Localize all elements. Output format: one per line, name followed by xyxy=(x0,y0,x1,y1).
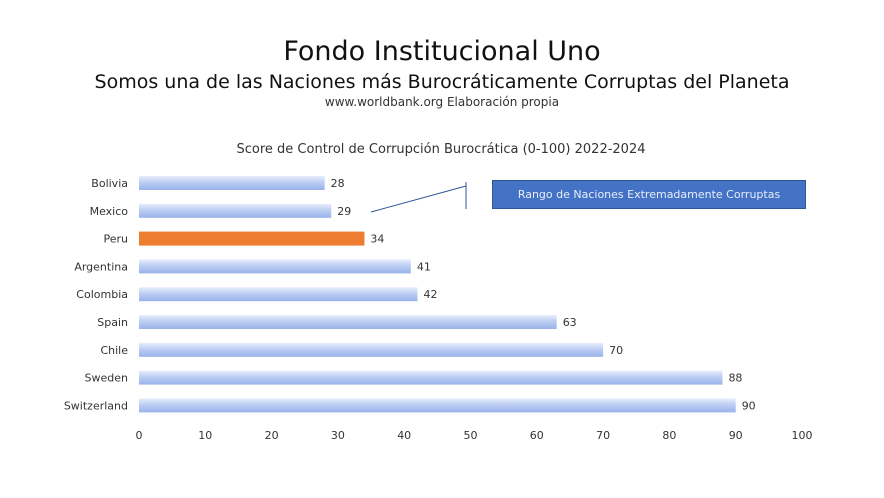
annotation-connector xyxy=(370,185,467,213)
category-label-bolivia: Bolivia xyxy=(91,177,128,190)
x-tick-label: 70 xyxy=(596,429,610,442)
x-tick-label: 50 xyxy=(464,429,478,442)
annotation-box: Rango de Naciones Extremadamente Corrupt… xyxy=(492,180,806,209)
value-label-spain: 63 xyxy=(563,316,577,329)
category-label-colombia: Colombia xyxy=(76,288,128,301)
bar-switzerland xyxy=(139,398,736,413)
value-label-chile: 70 xyxy=(609,344,623,357)
bar-mexico xyxy=(139,203,332,218)
value-label-bolivia: 28 xyxy=(331,177,345,190)
source-note: www.worldbank.org Elaboración propia xyxy=(324,95,560,109)
value-label-mexico: 29 xyxy=(337,205,351,218)
bar-chile xyxy=(139,342,604,357)
bar-spain xyxy=(139,315,557,329)
x-tick-label: 20 xyxy=(265,429,279,442)
category-label-peru: Peru xyxy=(103,233,128,246)
chart-title: Score de Control de Corrupción Burocráti… xyxy=(237,142,646,157)
x-tick-label: 100 xyxy=(792,429,813,442)
bar-peru xyxy=(139,231,365,246)
category-label-argentina: Argentina xyxy=(74,260,128,273)
category-label-sweden: Sweden xyxy=(85,372,128,385)
x-tick-label: 0 xyxy=(136,429,143,442)
x-tick-label: 10 xyxy=(198,429,212,442)
x-tick-label: 30 xyxy=(331,429,345,442)
category-label-spain: Spain xyxy=(97,316,128,329)
category-label-mexico: Mexico xyxy=(90,205,129,218)
value-label-peru: 34 xyxy=(370,233,384,246)
bar-argentina xyxy=(139,259,411,274)
bar-bolivia xyxy=(139,176,325,190)
annotation-text: Rango de Naciones Extremadamente Corrupt… xyxy=(517,188,781,201)
page-title: Fondo Institucional Uno xyxy=(283,36,601,67)
value-label-argentina: 41 xyxy=(417,260,431,273)
x-tick-label: 60 xyxy=(530,429,544,442)
bar-sweden xyxy=(139,370,723,385)
category-label-chile: Chile xyxy=(100,344,128,357)
value-label-colombia: 42 xyxy=(423,288,437,301)
page-subtitle: Somos una de las Naciones más Burocrátic… xyxy=(94,71,790,93)
x-tick-label: 80 xyxy=(662,429,676,442)
x-tick-label: 40 xyxy=(397,429,411,442)
value-label-sweden: 88 xyxy=(728,372,742,385)
x-tick-label: 90 xyxy=(729,429,743,442)
bar-colombia xyxy=(139,287,418,302)
value-label-switzerland: 90 xyxy=(742,399,756,412)
category-label-switzerland: Switzerland xyxy=(64,399,128,412)
